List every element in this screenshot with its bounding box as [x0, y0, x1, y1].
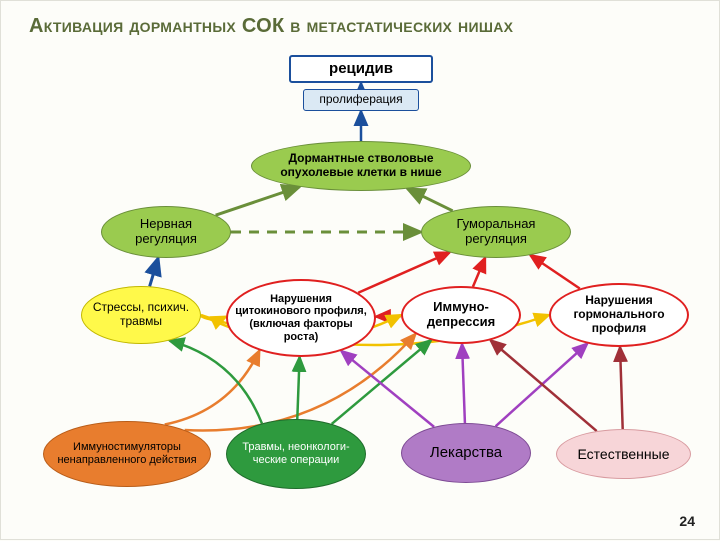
node-recidiv: рецидив — [289, 55, 433, 83]
edge-trauma-stress — [169, 341, 261, 424]
node-stress: Стрессы, психич. травмы — [81, 286, 201, 344]
edge-drugs-immuno — [462, 344, 465, 423]
node-natural: Естественные — [556, 429, 691, 479]
edge-drugs-cytokine — [341, 351, 434, 427]
slide-title: Активация дормантных СОК в метастатическ… — [29, 15, 513, 38]
edge-stress-cytokine — [201, 316, 226, 319]
edge-cytokine-humoral — [358, 252, 449, 292]
node-cytokine: Нарушения цитокинового профиля, (включая… — [226, 279, 376, 357]
edge-immuno-humoral — [473, 258, 485, 287]
edge-humoral-dormant — [407, 189, 452, 211]
edge-nervous-dormant — [216, 187, 300, 215]
edge-natural-hormonal — [620, 347, 623, 429]
edge-immunostim-cytokine — [165, 350, 260, 424]
node-humoral: Гуморальная регуляция — [421, 206, 571, 258]
node-immunostim: Иммуностимуляторы ненаправленного действ… — [43, 421, 211, 487]
edge-stress-nervous — [150, 258, 159, 286]
node-hormonal: Нарушения гормонального профиля — [549, 283, 689, 347]
edge-trauma-immuno — [332, 340, 431, 424]
node-immuno: Иммуно- депрессия — [401, 286, 521, 344]
node-trauma: Травмы, неонкологи- ческие операции — [226, 419, 366, 489]
edge-trauma-cytokine — [297, 357, 299, 419]
node-nervous: Нервная регуляция — [101, 206, 231, 258]
node-prolif: пролиферация — [303, 89, 419, 111]
edge-natural-immuno — [491, 340, 597, 431]
node-dormant: Дормантные стволовые опухолевые клетки в… — [251, 141, 471, 191]
edge-hormonal-humoral — [530, 255, 579, 288]
node-drugs: Лекарства — [401, 423, 531, 483]
page-number: 24 — [679, 513, 695, 529]
edge-drugs-hormonal — [496, 344, 588, 427]
